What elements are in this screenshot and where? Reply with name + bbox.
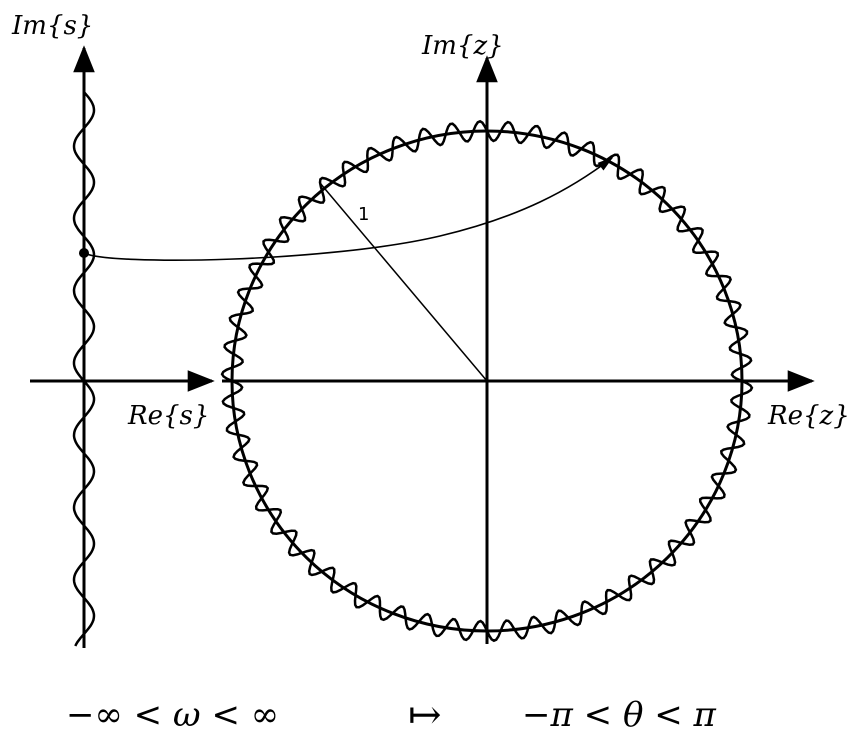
s-imag-axis-label: Im{s} [11, 11, 93, 41]
mapping-start-dot [79, 248, 89, 258]
s-real-axis-label: Re{s} [127, 401, 209, 431]
radius-line [319, 182, 488, 382]
caption-maps-to-arrow: ↦ [408, 692, 442, 738]
z-real-axis-label: Re{z} [767, 401, 850, 431]
unit-circle-wave [220, 119, 754, 643]
mapping-arrow [83, 157, 614, 261]
caption-omega-range: −∞ < ω < ∞ [66, 695, 279, 735]
z-imag-axis-label: Im{z} [421, 31, 504, 61]
caption-theta-range: −π < θ < π [522, 695, 717, 735]
s-plane-jw-axis-wave [72, 91, 96, 647]
radius-label: 1 [358, 204, 369, 225]
